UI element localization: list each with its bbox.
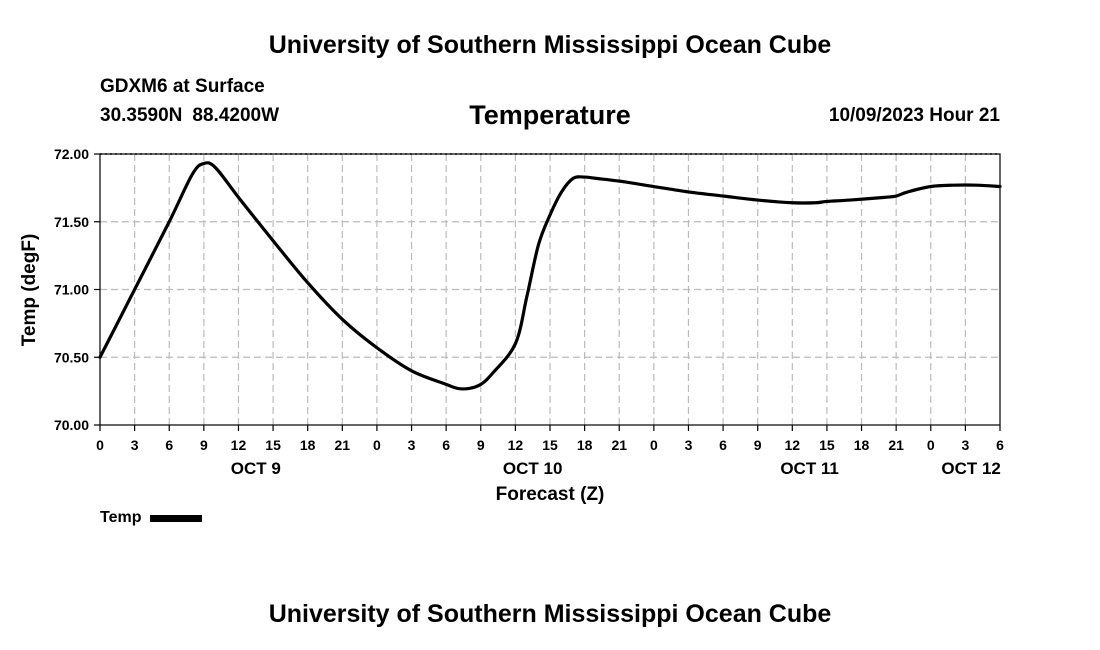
x-tick-label: 15 [542, 437, 558, 453]
x-axis: 0 3 6 9 12 15 18 21 0 3 6 9 12 15 18 21 0 3 6 9 12 15 18 21 0 3 6 O… [96, 425, 1004, 478]
x-tick-label: 21 [611, 437, 627, 453]
x-tick-label: 6 [996, 437, 1004, 453]
x-tick-label: 3 [408, 437, 416, 453]
x-tick-label: 9 [477, 437, 485, 453]
legend-swatch-temp [150, 514, 203, 522]
x-tick-label: 6 [165, 437, 173, 453]
y-tick-label: 72.00 [54, 146, 89, 162]
x-day-label: OCT 10 [503, 459, 563, 478]
station-coordinates: 30.3590N 88.4200W [100, 105, 279, 127]
x-day-label: OCT 12 [941, 459, 1001, 478]
x-tick-label: 12 [785, 437, 801, 453]
x-tick-label: 12 [508, 437, 524, 453]
x-tick-label: 9 [754, 437, 762, 453]
y-tick-label: 71.00 [54, 282, 89, 298]
x-tick-label: 0 [96, 437, 104, 453]
forecast-timestamp: 10/09/2023 Hour 21 [828, 105, 1000, 126]
x-day-label: OCT 9 [231, 459, 281, 478]
y-axis: 70.00 70.50 71.00 71.50 72.00 [54, 146, 100, 433]
y-tick-label: 71.50 [54, 214, 89, 230]
footer-title: University of Southern Mississippi Ocean… [268, 600, 832, 628]
x-tick-label: 18 [300, 437, 316, 453]
x-tick-label: 12 [231, 437, 247, 453]
x-tick-label: 9 [200, 437, 208, 453]
series-line-temp [98, 161, 1002, 391]
legend-label-temp: Temp [100, 509, 142, 526]
x-tick-label: 3 [961, 437, 969, 453]
page-title: University of Southern Mississippi Ocean… [268, 31, 832, 59]
x-tick-label: 18 [577, 437, 593, 453]
x-axis-label: Forecast (Z) [496, 484, 605, 505]
x-tick-label: 18 [854, 437, 870, 453]
legend: Temp [100, 509, 203, 527]
y-tick-label: 70.00 [54, 417, 89, 433]
x-day-label: OCT 11 [780, 459, 839, 478]
chart-title: Temperature [469, 100, 631, 130]
x-tick-label: 15 [819, 437, 835, 453]
x-tick-label: 0 [650, 437, 658, 453]
y-axis-label: Temp (degF) [19, 234, 40, 347]
chart-grid [100, 154, 1000, 425]
x-tick-label: 3 [131, 437, 139, 453]
x-tick-label: 6 [442, 437, 450, 453]
x-tick-label: 15 [265, 437, 281, 453]
x-tick-label: 3 [685, 437, 693, 453]
y-tick-label: 70.50 [54, 349, 89, 365]
x-tick-label: 21 [888, 437, 904, 453]
x-tick-label: 0 [373, 437, 381, 453]
longitude-label: 88.4200W [192, 105, 280, 126]
station-label: GDXM6 at Surface [100, 76, 265, 97]
x-tick-label: 6 [719, 437, 727, 453]
latitude-label: 30.3590N [100, 105, 183, 126]
x-tick-label: 0 [927, 437, 935, 453]
x-tick-label: 21 [335, 437, 351, 453]
